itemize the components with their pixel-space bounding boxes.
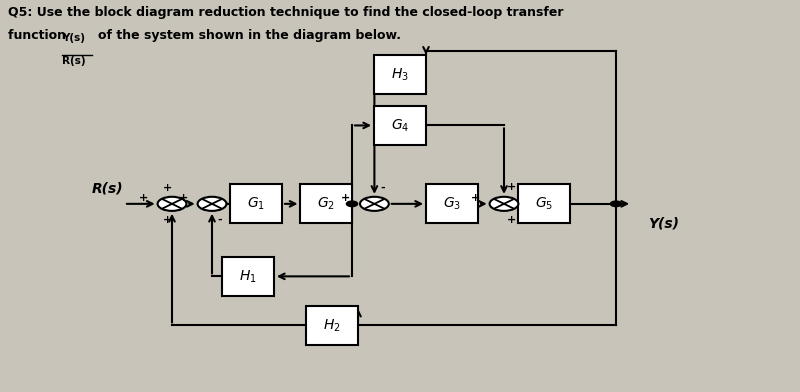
Text: $G_2$: $G_2$ [318,196,335,212]
Text: $G_5$: $G_5$ [535,196,553,212]
FancyBboxPatch shape [426,184,478,223]
Text: +: + [507,214,517,225]
FancyBboxPatch shape [230,184,282,223]
Text: $H_3$: $H_3$ [391,66,409,83]
Text: +: + [163,214,173,225]
Circle shape [158,197,186,211]
FancyBboxPatch shape [222,257,274,296]
FancyBboxPatch shape [518,184,570,223]
Text: Q5: Use the block diagram reduction technique to find the closed-loop transfer: Q5: Use the block diagram reduction tech… [8,6,563,19]
Text: of the system shown in the diagram below.: of the system shown in the diagram below… [98,29,401,42]
Text: +: + [341,193,350,203]
Text: +: + [470,193,480,203]
Text: +: + [178,193,188,203]
Circle shape [490,197,518,211]
Text: +: + [163,183,173,193]
Text: Y(s): Y(s) [62,33,86,44]
Text: +: + [138,193,148,203]
Text: Y(s): Y(s) [648,216,679,230]
Text: $H_2$: $H_2$ [323,317,341,334]
Text: +: + [507,182,517,192]
FancyBboxPatch shape [374,55,426,94]
Circle shape [346,201,358,207]
Circle shape [198,197,226,211]
Text: -: - [218,214,222,225]
FancyBboxPatch shape [374,106,426,145]
Text: $G_4$: $G_4$ [391,117,409,134]
Circle shape [360,197,389,211]
Text: -: - [380,183,385,193]
Text: $G_3$: $G_3$ [443,196,461,212]
Text: function: function [8,29,70,42]
Text: $H_1$: $H_1$ [239,268,257,285]
FancyBboxPatch shape [301,184,352,223]
Circle shape [610,201,622,207]
Text: R(s): R(s) [62,56,86,66]
Text: R(s): R(s) [92,181,124,195]
Text: $G_1$: $G_1$ [247,196,265,212]
FancyBboxPatch shape [306,306,358,345]
